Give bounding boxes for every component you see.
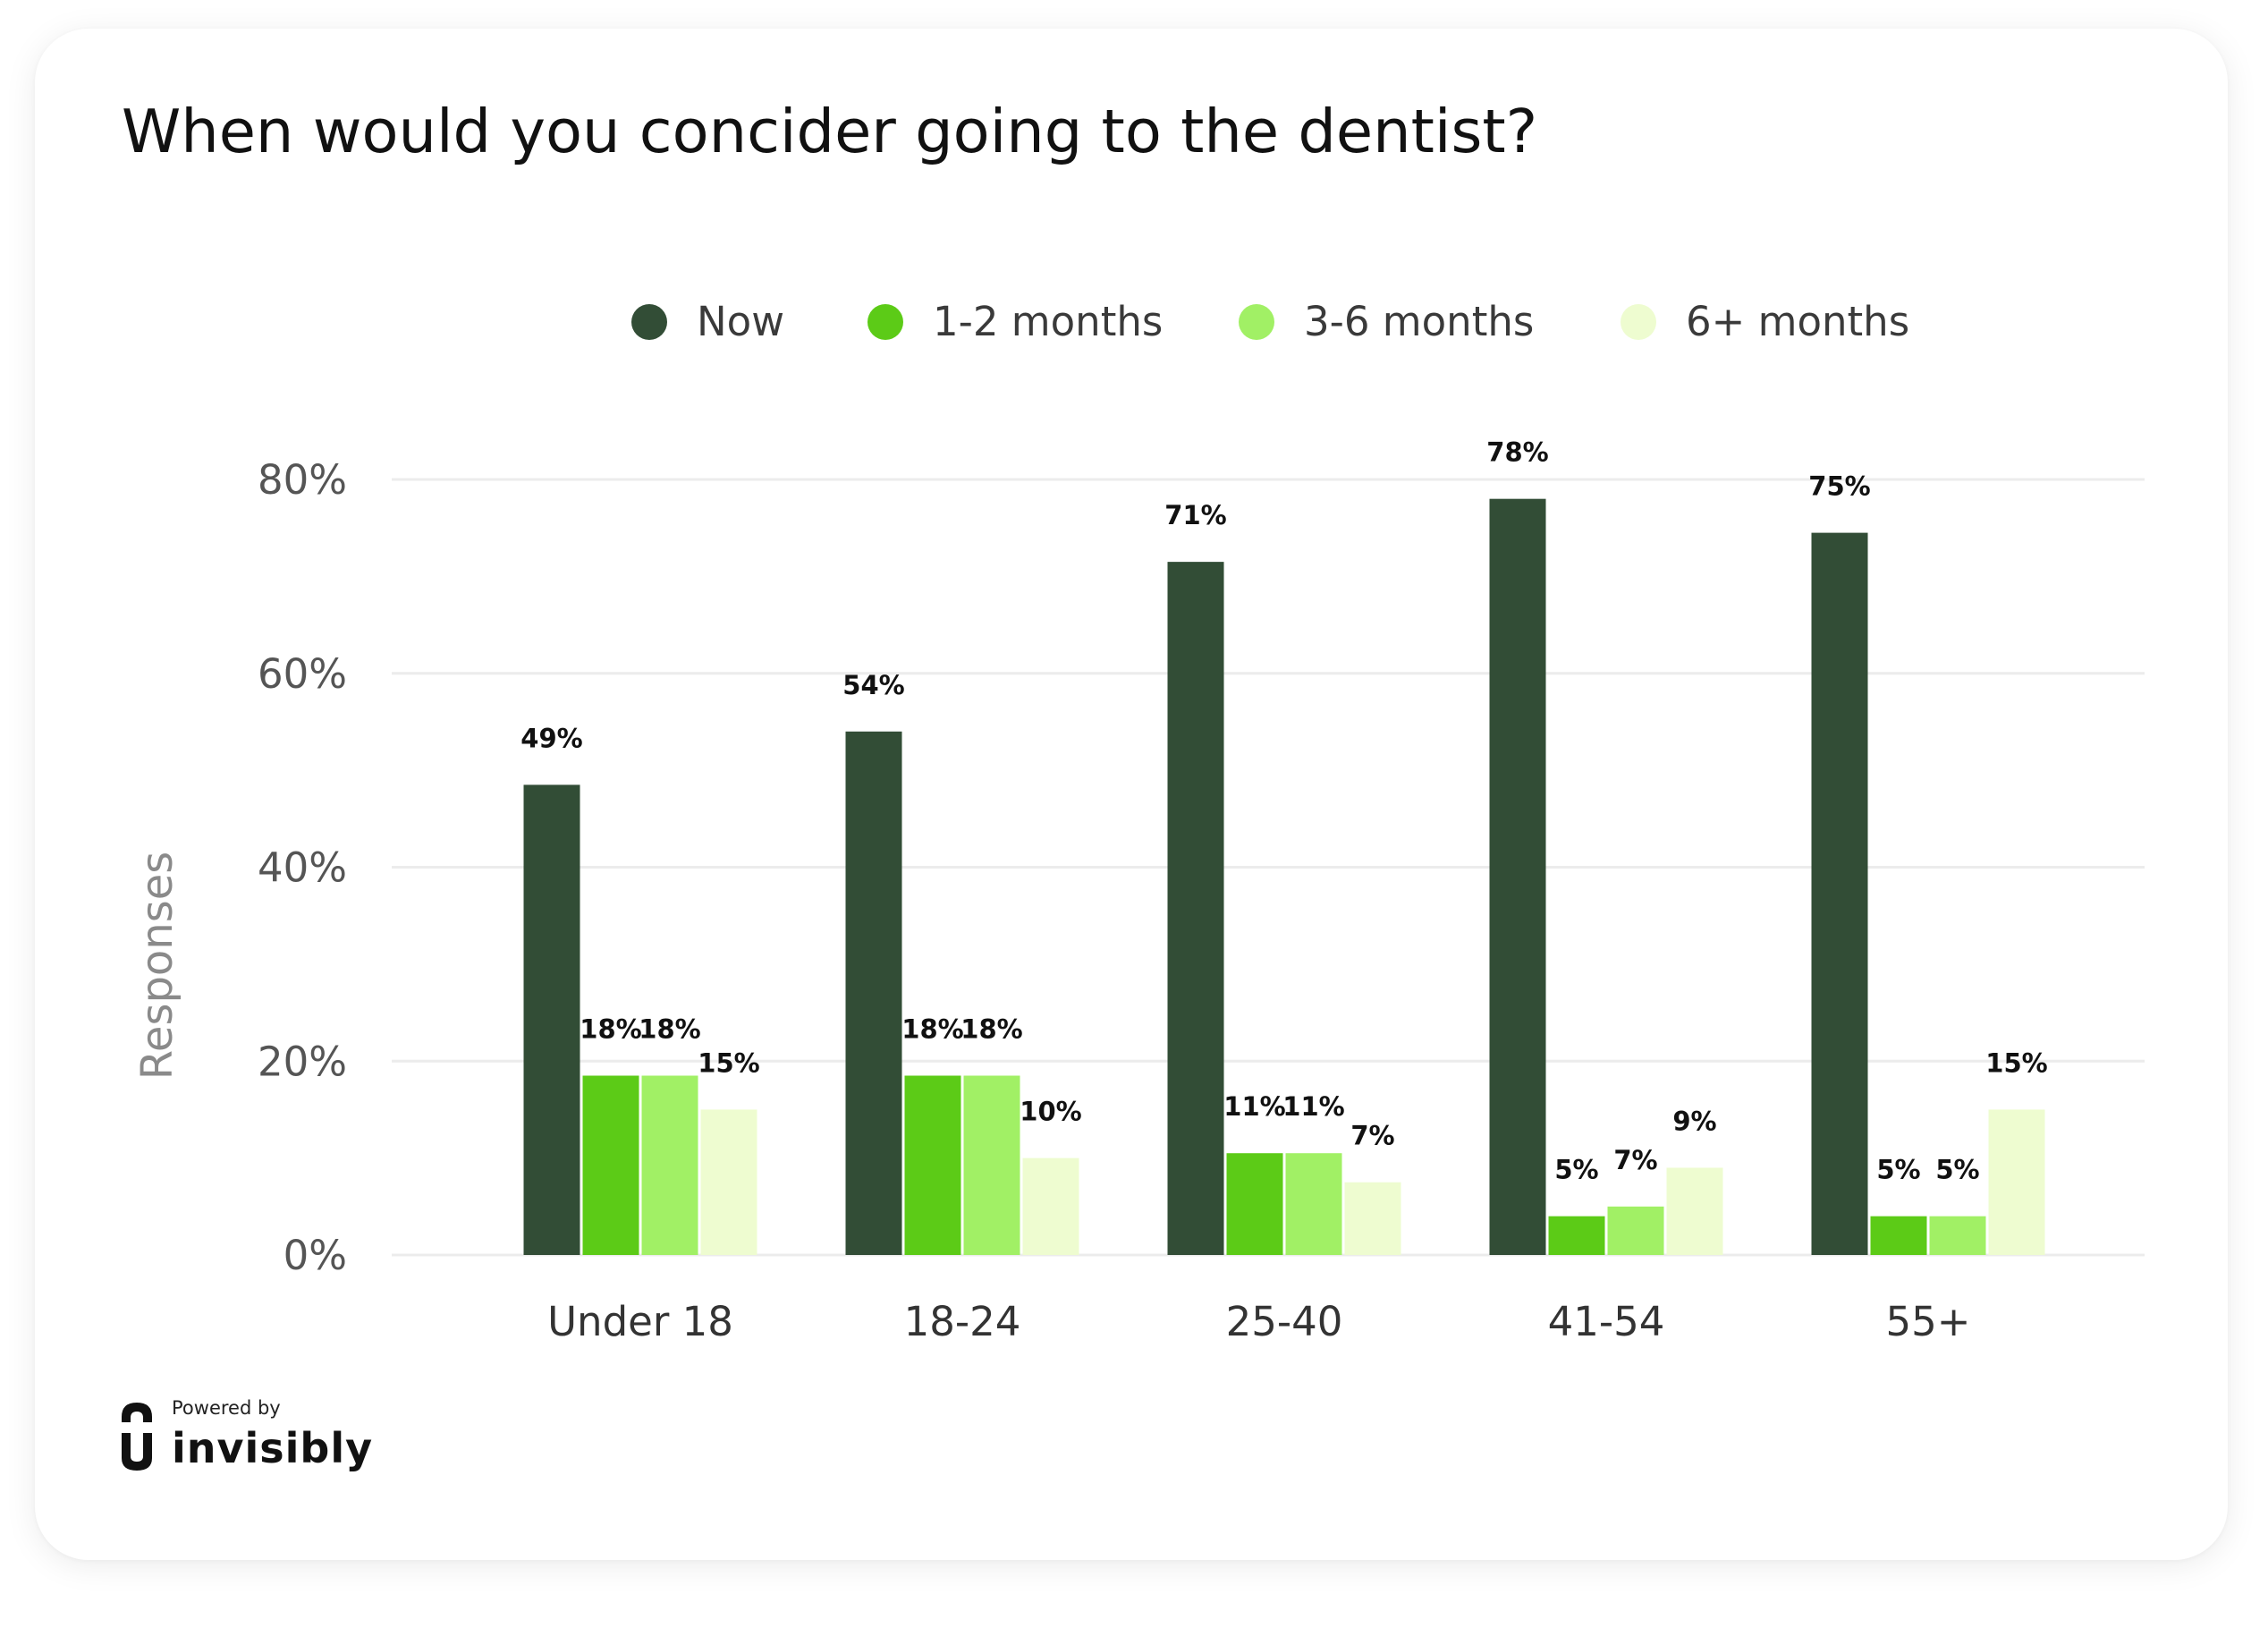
y-tick-label: 60% (258, 650, 347, 698)
bar (1489, 498, 1546, 1255)
x-tick-label: 18-24 (904, 1298, 1021, 1345)
legend-swatch-now (631, 304, 667, 340)
data-label: 71% (1164, 500, 1226, 530)
y-tick-label: 20% (258, 1038, 347, 1085)
bar (582, 1075, 639, 1255)
powered-by-text: Powered by (172, 1397, 281, 1419)
data-label: 11% (1223, 1091, 1285, 1122)
bar (904, 1075, 961, 1255)
x-tick-label: 25-40 (1226, 1298, 1343, 1345)
data-label: 49% (520, 723, 582, 753)
invisibly-logo-icon (122, 1403, 152, 1471)
x-tick-label: 55+ (1886, 1298, 1971, 1345)
legend: Now 1-2 months 3-6 months 6+ months (0, 295, 2268, 349)
y-tick-label: 0% (284, 1232, 347, 1279)
bar (1811, 532, 1868, 1255)
bar (1344, 1182, 1401, 1255)
data-label: 9% (1672, 1106, 1716, 1136)
bar (963, 1075, 1020, 1255)
legend-label-1-2-months: 1-2 months (933, 298, 1164, 345)
data-label: 11% (1282, 1091, 1344, 1122)
data-label: 18% (901, 1014, 963, 1045)
chart-title: When would you concider going to the den… (122, 97, 1538, 166)
data-label: 18% (961, 1014, 1022, 1045)
legend-swatch-1-2-months (867, 304, 903, 340)
legend-swatch-3-6-months (1239, 304, 1274, 340)
data-label: 18% (639, 1014, 700, 1045)
bar (1870, 1216, 1927, 1255)
x-tick-label: Under 18 (547, 1298, 733, 1345)
bar (845, 731, 902, 1255)
invisibly-logo: Powered by invisibly (122, 1397, 372, 1478)
y-tick-label: 40% (258, 844, 347, 892)
bar (1226, 1153, 1283, 1255)
data-label: 15% (1985, 1047, 2047, 1078)
data-label: 18% (580, 1014, 641, 1045)
data-label: 78% (1486, 437, 1548, 468)
data-label: 54% (842, 670, 904, 700)
legend-swatch-6-plus-months (1621, 304, 1656, 340)
bar (1285, 1153, 1342, 1255)
data-label: 5% (1935, 1155, 1979, 1185)
data-label: 5% (1876, 1155, 1920, 1185)
data-label: 7% (1350, 1121, 1394, 1151)
bar (1666, 1167, 1723, 1255)
legend-label-6-plus-months: 6+ months (1686, 298, 1910, 345)
data-label: 7% (1613, 1145, 1657, 1175)
bar (1607, 1206, 1664, 1255)
legend-label-3-6-months: 3-6 months (1304, 298, 1535, 345)
brand-name: invisibly (172, 1424, 374, 1472)
bar (641, 1075, 698, 1255)
legend-label-now: Now (697, 298, 784, 345)
bar (1929, 1216, 1986, 1255)
bar (1988, 1109, 2045, 1255)
bar (1167, 562, 1224, 1255)
data-label: 5% (1554, 1155, 1598, 1185)
data-label: 75% (1808, 471, 1870, 502)
data-label: 15% (698, 1047, 759, 1078)
bar (523, 784, 580, 1255)
y-tick-label: 80% (258, 456, 347, 504)
bar (1022, 1157, 1079, 1255)
data-label: 10% (1020, 1097, 1081, 1127)
x-tick-label: 41-54 (1548, 1298, 1665, 1345)
bar (700, 1109, 757, 1255)
y-axis-title: Responses (132, 852, 182, 1081)
bar (1548, 1216, 1605, 1255)
